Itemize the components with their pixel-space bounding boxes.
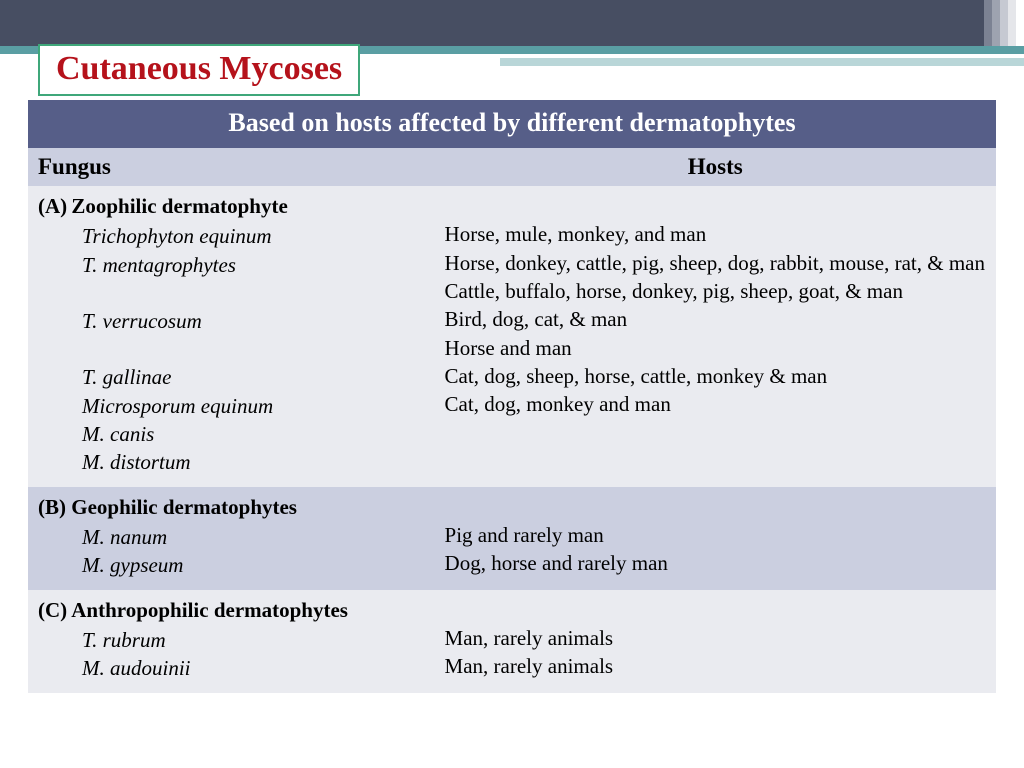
hosts-text: Man, rarely animals	[445, 652, 986, 680]
page-title: Cutaneous Mycoses	[56, 50, 342, 87]
species: M. audouinii	[38, 654, 425, 682]
species: M. canis	[38, 420, 425, 448]
section-label-b: (B) Geophilic dermatophytes	[38, 493, 297, 521]
spacer	[38, 335, 425, 363]
table-title: Based on hosts affected by different der…	[28, 100, 996, 148]
decorative-stripe-light	[500, 58, 1024, 66]
hosts-text: Cat, dog, sheep, horse, cattle, monkey &…	[445, 362, 986, 390]
species: Trichophyton equinum	[38, 222, 425, 250]
table-header-row: Fungus Hosts	[28, 148, 996, 186]
hosts-text: Man, rarely animals	[445, 624, 986, 652]
hosts-cell: Pig and rarely man Dog, horse and rarely…	[435, 487, 996, 590]
hosts-text: Horse, mule, monkey, and man	[445, 220, 986, 248]
hosts-cell: Man, rarely animals Man, rarely animals	[435, 590, 996, 693]
species: M. distortum	[38, 448, 425, 476]
spacer	[38, 279, 425, 307]
col-header-hosts: Hosts	[435, 148, 996, 186]
hosts-cell: Horse, mule, monkey, and man Horse, donk…	[435, 186, 996, 487]
species: T. gallinae	[38, 363, 425, 391]
section-label-c: (C) Anthropophilic dermatophytes	[38, 596, 348, 624]
species: Microsporum equinum	[38, 392, 425, 420]
decorative-vstripes	[984, 0, 1024, 46]
hosts-text: Horse, donkey, cattle, pig, sheep, dog, …	[445, 249, 986, 277]
species: T. verrucosum	[38, 307, 425, 335]
hosts-text: Bird, dog, cat, & man	[445, 305, 986, 333]
species: M. gypseum	[38, 551, 425, 579]
hosts-text: Cattle, buffalo, horse, donkey, pig, she…	[445, 277, 986, 305]
top-bar	[0, 0, 1024, 46]
species: T. mentagrophytes	[38, 251, 425, 279]
hosts-text: Cat, dog, monkey and man	[445, 390, 986, 418]
dermatophyte-table: Based on hosts affected by different der…	[28, 100, 996, 693]
hosts-text	[445, 596, 986, 624]
fungus-cell: (A) Zoophilic dermatophyte Trichophyton …	[28, 186, 435, 487]
hosts-text: Pig and rarely man	[445, 521, 986, 549]
fungus-cell: (C) Anthropophilic dermatophytes T. rubr…	[28, 590, 435, 693]
section-label-a: (A) Zoophilic dermatophyte	[38, 192, 288, 220]
table-row: (A) Zoophilic dermatophyte Trichophyton …	[28, 186, 996, 487]
species: M. nanum	[38, 523, 425, 551]
hosts-text	[445, 493, 986, 521]
col-header-fungus: Fungus	[28, 148, 435, 186]
fungus-cell: (B) Geophilic dermatophytes M. nanum M. …	[28, 487, 435, 590]
page-title-box: Cutaneous Mycoses	[38, 44, 360, 96]
table-body: Fungus Hosts (A) Zoophilic dermatophyte …	[28, 148, 996, 693]
table-row: (B) Geophilic dermatophytes M. nanum M. …	[28, 487, 996, 590]
hosts-text: Dog, horse and rarely man	[445, 549, 986, 577]
hosts-text: Horse and man	[445, 334, 986, 362]
table-row: (C) Anthropophilic dermatophytes T. rubr…	[28, 590, 996, 693]
species: T. rubrum	[38, 626, 425, 654]
hosts-text	[445, 192, 986, 220]
